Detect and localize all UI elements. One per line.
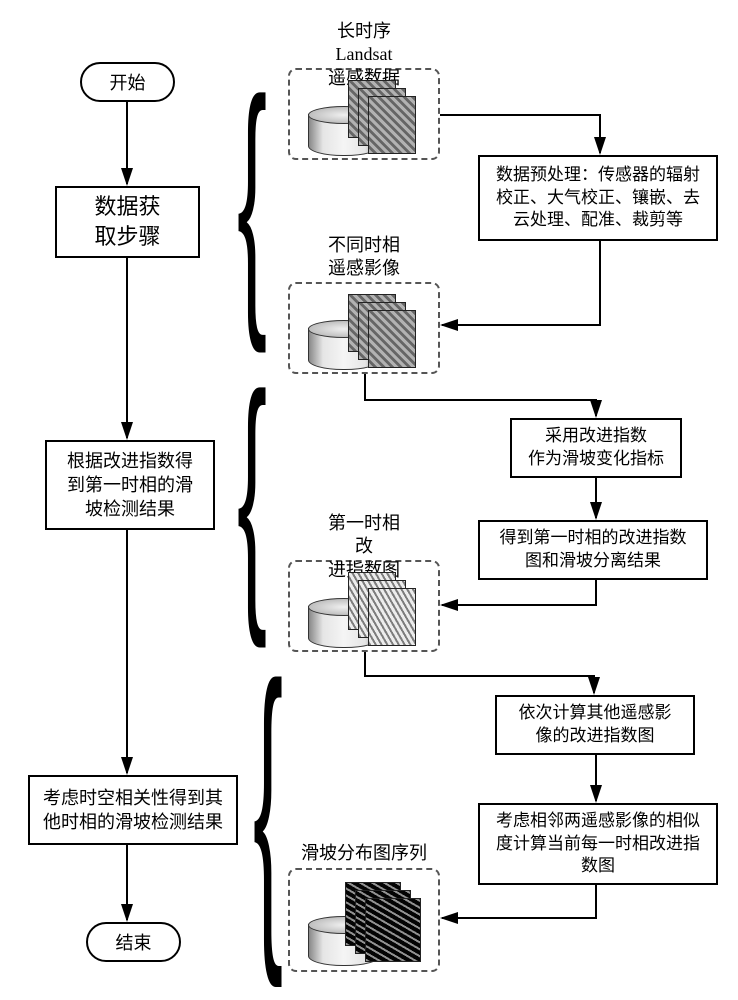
step2-label: 根据改进指数得 到第一时相的滑 坡检测结果 bbox=[67, 449, 193, 522]
r1-box: 数据预处理：传感器的辐射 校正、大气校正、镶嵌、去 云处理、配准、裁剪等 bbox=[478, 155, 718, 241]
r1-label: 数据预处理：传感器的辐射 校正、大气校正、镶嵌、去 云处理、配准、裁剪等 bbox=[496, 164, 700, 233]
r5-box: 考虑相邻两遥感影像的相似 度计算当前每一时相改进指 数图 bbox=[478, 803, 718, 885]
data-node-4-label: 滑坡分布图序列 bbox=[301, 842, 427, 865]
data-node-2: 不同时相 遥感影像 bbox=[288, 282, 440, 374]
brace-1: { bbox=[237, 61, 267, 340]
r4-box: 依次计算其他遥感影 像的改进指数图 bbox=[495, 695, 695, 755]
start-terminator: 开始 bbox=[80, 62, 175, 102]
data-node-1: 长时序Landsat 遥感数据 bbox=[288, 68, 440, 160]
brace-2: { bbox=[237, 356, 267, 635]
r4-label: 依次计算其他遥感影 像的改进指数图 bbox=[519, 702, 672, 748]
data-node-3: 第一时相改 进指数图 bbox=[288, 560, 440, 652]
r2-box: 采用改进指数 作为滑坡变化指标 bbox=[510, 418, 682, 478]
step1-label: 数据获 取步骤 bbox=[94, 192, 160, 251]
step3-box: 考虑时空相关性得到其 他时相的滑坡检测结果 bbox=[28, 775, 238, 845]
start-label: 开始 bbox=[110, 69, 146, 95]
step3-label: 考虑时空相关性得到其 他时相的滑坡检测结果 bbox=[43, 786, 223, 835]
step1-box: 数据获 取步骤 bbox=[55, 186, 200, 258]
image-stack-icon bbox=[348, 80, 418, 150]
image-stack-icon bbox=[348, 572, 418, 642]
end-label: 结束 bbox=[116, 929, 152, 955]
r5-label: 考虑相邻两遥感影像的相似 度计算当前每一时相改进指 数图 bbox=[496, 810, 700, 879]
image-stack-icon bbox=[345, 882, 415, 952]
brace-3: { bbox=[253, 639, 283, 972]
data-node-2-label: 不同时相 遥感影像 bbox=[328, 234, 400, 281]
end-terminator: 结束 bbox=[86, 922, 181, 962]
image-stack-icon bbox=[348, 294, 418, 364]
step2-box: 根据改进指数得 到第一时相的滑 坡检测结果 bbox=[45, 440, 215, 530]
data-node-4: 滑坡分布图序列 bbox=[288, 868, 440, 972]
r3-box: 得到第一时相的改进指数 图和滑坡分离结果 bbox=[478, 520, 708, 580]
r3-label: 得到第一时相的改进指数 图和滑坡分离结果 bbox=[500, 527, 687, 573]
r2-label: 采用改进指数 作为滑坡变化指标 bbox=[528, 425, 664, 471]
